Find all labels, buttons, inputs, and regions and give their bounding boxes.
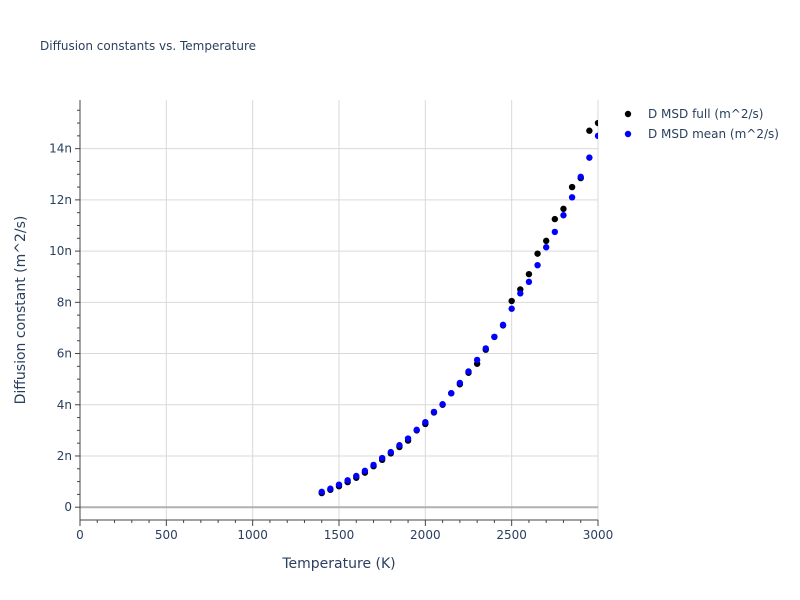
gridlines xyxy=(80,100,599,520)
legend-label-full[interactable]: D MSD full (m^2/s) xyxy=(648,107,763,121)
data-point-mean xyxy=(404,435,412,442)
data-point-mean xyxy=(465,368,472,375)
y-tick-label: 6n xyxy=(57,347,72,361)
data-point-full xyxy=(560,205,567,213)
data-point-full xyxy=(568,183,576,191)
legend-label-mean[interactable]: D MSD mean (m^2/s) xyxy=(648,127,779,141)
data-point-mean xyxy=(387,448,394,456)
y-tick-label: 0 xyxy=(64,500,72,514)
data-point-mean xyxy=(482,345,489,352)
legend-marker-mean[interactable] xyxy=(624,130,632,138)
y-tick-label: 12n xyxy=(49,193,72,207)
y-tick-label: 4n xyxy=(57,398,72,412)
data-point-mean xyxy=(439,401,446,408)
data-point-mean xyxy=(378,454,386,462)
data-point-mean xyxy=(551,228,559,236)
data-point-full xyxy=(534,250,541,257)
y-tick-label: 10n xyxy=(49,244,72,258)
data-point-mean xyxy=(508,305,515,312)
data-point-full xyxy=(543,237,550,245)
x-tick-label: 2500 xyxy=(496,528,527,542)
data-point-mean xyxy=(327,485,334,492)
data-point-mean xyxy=(318,488,325,496)
data-points xyxy=(318,119,598,497)
x-tick-label: 0 xyxy=(76,528,84,542)
data-point-mean xyxy=(586,154,593,161)
data-point-mean xyxy=(344,477,351,484)
data-point-mean xyxy=(577,173,584,181)
data-point-mean xyxy=(422,418,429,426)
data-point-mean xyxy=(534,261,541,269)
data-point-mean xyxy=(370,461,377,469)
data-point-mean xyxy=(430,408,438,416)
data-point-full xyxy=(525,270,533,278)
x-tick-label: 3000 xyxy=(583,528,614,542)
y-tick-label: 14n xyxy=(49,142,72,156)
data-point-full xyxy=(508,297,515,305)
data-point-mean xyxy=(491,333,498,341)
data-point-full xyxy=(551,215,559,223)
data-point-mean xyxy=(517,290,524,297)
x-tick-label: 1000 xyxy=(237,528,268,542)
axes: 0 500 1000 1500 2000 2500 3000 0 2n 4n 6n 8n 10n 12n 1… xyxy=(49,100,613,542)
data-point-mean xyxy=(396,442,403,449)
data-point-mean xyxy=(456,379,464,387)
data-point-mean xyxy=(473,356,481,364)
legend-marker-full[interactable] xyxy=(624,110,632,118)
data-point-full xyxy=(594,119,598,127)
data-point-mean xyxy=(560,212,567,219)
data-point-mean xyxy=(594,132,598,140)
data-point-mean xyxy=(413,426,420,434)
y-tick-label: 8n xyxy=(57,295,72,309)
data-point-mean xyxy=(568,194,576,201)
data-point-mean xyxy=(448,390,455,397)
data-point-mean xyxy=(335,481,343,488)
data-point-full xyxy=(586,127,593,134)
data-point-mean xyxy=(499,321,507,329)
y-tick-label: 2n xyxy=(57,449,72,463)
x-tick-label: 500 xyxy=(155,528,178,542)
legend[interactable]: D MSD full (m^2/s) D MSD mean (m^2/s) xyxy=(624,107,779,141)
data-point-mean xyxy=(353,472,360,480)
data-point-mean xyxy=(361,467,369,475)
x-axis-title: Temperature (K) xyxy=(281,556,395,572)
x-tick-label: 1500 xyxy=(324,528,355,542)
y-axis-title: Diffusion constant (m^2/s) xyxy=(13,216,29,405)
chart-title: Diffusion constants vs. Temperature xyxy=(40,39,256,53)
data-point-mean xyxy=(525,278,533,286)
data-point-mean xyxy=(543,244,550,251)
x-tick-label: 2000 xyxy=(410,528,441,542)
